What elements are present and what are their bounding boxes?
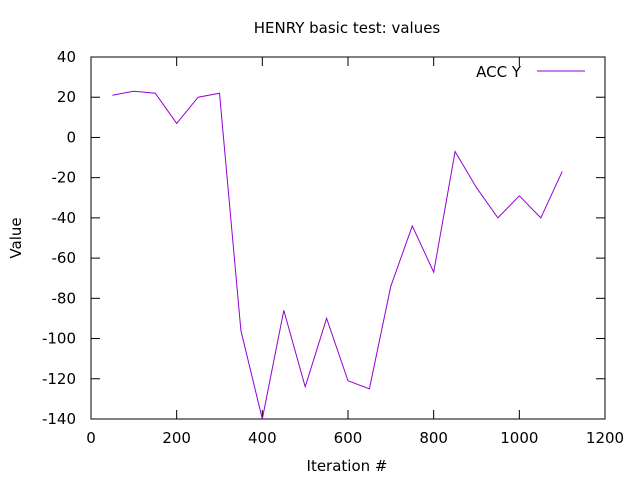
x-tick-label: 0 (86, 429, 96, 447)
x-tick-label: 200 (162, 429, 191, 447)
y-tick-label: 40 (57, 48, 76, 66)
y-tick-label: 0 (66, 128, 76, 146)
y-tick-label: -20 (52, 169, 77, 187)
y-axis-label: Value (7, 217, 25, 258)
chart-title: HENRY basic test: values (254, 19, 441, 37)
y-tick-label: -60 (52, 249, 77, 267)
y-tick-label: -80 (52, 289, 77, 307)
y-tick-label: -100 (42, 330, 76, 348)
x-tick-label: 600 (334, 429, 363, 447)
legend: ACC Y (476, 63, 585, 81)
y-tick-label: 20 (57, 88, 76, 106)
series-line (112, 90, 563, 420)
legend-label: ACC Y (476, 63, 522, 81)
y-tick-label: -140 (42, 410, 76, 428)
x-axis-label: Iteration # (307, 457, 388, 475)
y-axis: 40 20 0 -20 -40 -60 -80 -100 -120 -140 (42, 48, 605, 428)
x-tick-label: 1000 (500, 429, 538, 447)
x-tick-label: 1200 (586, 429, 624, 447)
x-tick-label: 400 (248, 429, 277, 447)
series-layer (112, 90, 563, 420)
x-axis: 0 200 400 600 800 1000 1200 (86, 57, 624, 447)
x-tick-label: 800 (419, 429, 448, 447)
y-tick-label: -120 (42, 370, 76, 388)
y-tick-label: -40 (52, 209, 77, 227)
